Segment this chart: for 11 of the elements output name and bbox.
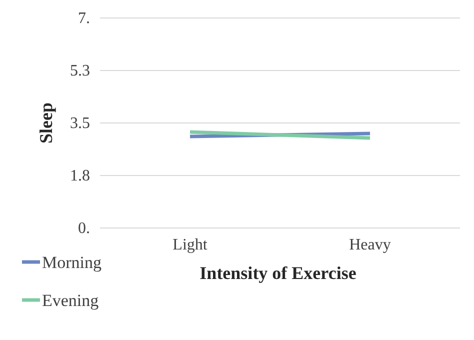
y-tick-label: 5.3 [70,62,90,80]
legend-label: Morning [42,253,102,272]
y-tick-label: 0. [78,220,90,238]
y-tick-label: 1.8 [70,168,90,185]
y-tick-label: 7. [78,10,90,28]
x-axis-title: Intensity of Exercise [200,263,356,283]
x-tick-label: Light [172,236,208,254]
y-axis-title: Sleep [36,102,56,144]
y-tick-label: 3.5 [70,115,90,132]
legend-label: Evening [42,291,100,310]
x-tick-label: Heavy [349,236,391,254]
